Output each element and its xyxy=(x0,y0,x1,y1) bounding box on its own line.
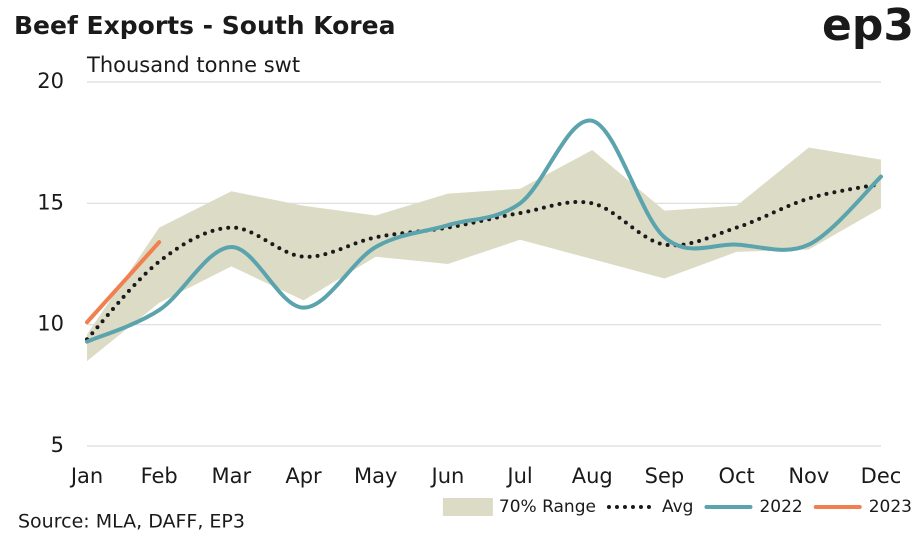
x-tick-label: Apr xyxy=(285,464,322,488)
y-tick-label: 5 xyxy=(51,433,64,457)
legend-label: 2022 xyxy=(759,497,802,517)
series-line xyxy=(85,240,162,325)
series-line xyxy=(85,118,883,344)
source: Source: MLA, DAFF, EP3 xyxy=(18,511,245,533)
legend-swatch xyxy=(442,498,493,516)
legend-label: 2023 xyxy=(869,497,912,517)
y-tick-label: 15 xyxy=(37,190,64,214)
x-tick-label: Oct xyxy=(718,464,754,488)
y-tick-label: 20 xyxy=(37,69,64,93)
legend-item: 2022 xyxy=(704,497,803,517)
y-tick-label: 10 xyxy=(37,312,64,336)
chart-title: Beef Exports - South Korea xyxy=(14,11,395,40)
x-tick-label: Jul xyxy=(505,464,532,488)
x-tick-label: Sep xyxy=(645,464,685,488)
subtitle: Thousand tonne swt xyxy=(86,53,300,77)
x-tick-label: Mar xyxy=(212,464,252,488)
x-tick-label: Jan xyxy=(69,464,103,488)
x-tick-label: Nov xyxy=(788,464,829,488)
range-band xyxy=(87,147,881,362)
legend-item: 70% Range xyxy=(442,497,596,517)
series-line xyxy=(85,181,883,342)
x-tick-label: May xyxy=(354,464,397,488)
legend-item: Avg xyxy=(606,497,694,517)
x-tick-label: Feb xyxy=(141,464,178,488)
legend: 70% Range Avg 2022 2023 xyxy=(442,497,912,517)
legend-item: 2023 xyxy=(813,497,912,517)
x-tick-label: Aug xyxy=(572,464,613,488)
x-tick-label: Jun xyxy=(430,464,465,488)
legend-label: Avg xyxy=(662,497,694,517)
plot xyxy=(85,118,883,362)
legend-label: 70% Range xyxy=(499,497,596,517)
logo: ep3 xyxy=(822,0,914,51)
x-tick-label: Dec xyxy=(861,464,902,488)
